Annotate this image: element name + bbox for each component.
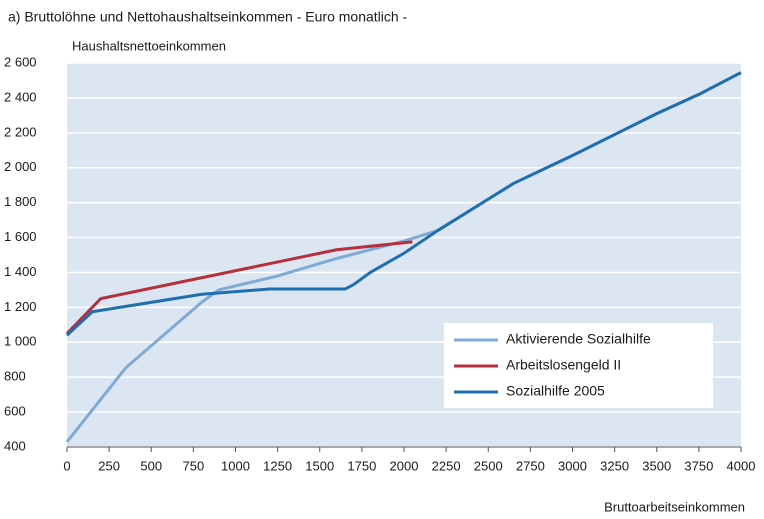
x-tick-label: 2750 — [516, 458, 545, 473]
y-tick-label: 1 000 — [4, 334, 37, 349]
legend-label: Aktivierende Sozialhilfe — [506, 331, 651, 347]
x-tick-label: 250 — [98, 458, 120, 473]
x-tick-label: 1000 — [221, 458, 250, 473]
x-tick-label: 500 — [140, 458, 162, 473]
y-tick-label: 2 000 — [4, 159, 37, 174]
y-tick-label: 2 200 — [4, 124, 37, 139]
legend-label: Arbeitslosengeld II — [506, 357, 621, 373]
series-line — [65, 71, 742, 337]
y-tick-label: 1 800 — [4, 194, 37, 209]
y-tick-label: 400 — [4, 438, 26, 453]
y-tick-label: 1 400 — [4, 264, 37, 279]
series-line — [65, 240, 413, 335]
x-tick-label: 2000 — [390, 458, 419, 473]
y-tick-label: 600 — [4, 404, 26, 419]
x-axis-label: Bruttoarbeitseinkommen — [604, 499, 745, 514]
x-tick-label: 2250 — [432, 458, 461, 473]
x-tick-label: 1750 — [347, 458, 376, 473]
legend-label: Sozialhilfe 2005 — [506, 383, 605, 399]
y-tick-label: 1 200 — [4, 299, 37, 314]
y-tick-label: 2 600 — [4, 54, 37, 69]
y-tick-label: 1 600 — [4, 229, 37, 244]
x-tick-label: 3250 — [600, 458, 629, 473]
x-tick-label: 0 — [63, 458, 70, 473]
x-tick-label: 4000 — [727, 458, 756, 473]
y-tick-label: 2 400 — [4, 89, 37, 104]
x-tick-label: 1250 — [263, 458, 292, 473]
y-axis-label: Haushaltsnettoeinkommen — [72, 38, 226, 53]
y-tick-label: 800 — [4, 369, 26, 384]
x-tick-label: 1500 — [305, 458, 334, 473]
x-tick-label: 3750 — [684, 458, 713, 473]
x-tick-label: 3000 — [558, 458, 587, 473]
x-tick-label: 750 — [183, 458, 205, 473]
chart-title: a) Bruttolöhne und Nettohaushaltseinkomm… — [8, 9, 408, 25]
x-tick-label: 3500 — [642, 458, 671, 473]
x-tick-label: 2500 — [474, 458, 503, 473]
